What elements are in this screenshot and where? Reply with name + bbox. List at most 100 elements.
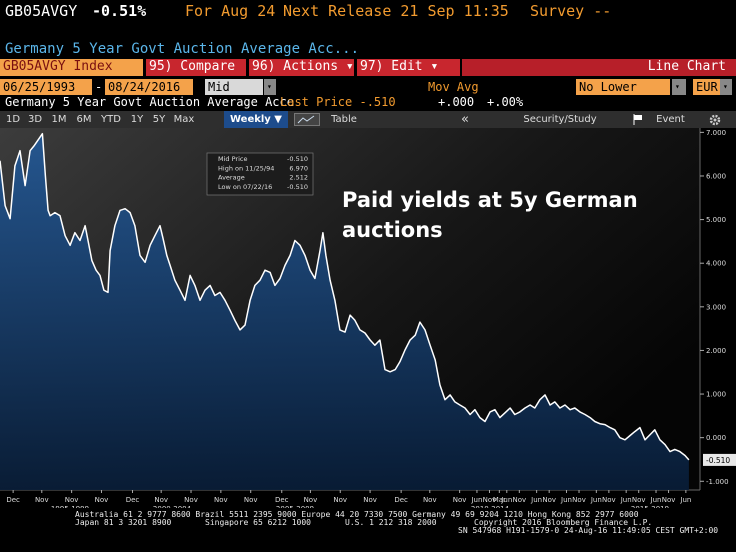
info-label: Average	[218, 174, 245, 182]
last-price-tag	[703, 453, 736, 466]
period-button[interactable]: 3D	[27, 114, 43, 125]
x-tick-label: Nov	[632, 496, 646, 504]
x-tick-label: Jun	[560, 496, 572, 504]
x-tick-label: Jun	[620, 496, 632, 504]
x-group-label: 2000-2004	[153, 505, 192, 508]
x-tick-label: Jun	[470, 496, 482, 504]
x-tick-label: Nov	[363, 496, 377, 504]
survey: Survey --	[530, 2, 612, 20]
footer-singapore: Singapore 65 6212 1000	[205, 518, 311, 527]
series-name: Germany 5 Year Govt Auction Average Acce	[5, 95, 294, 109]
end-date[interactable]: 08/24/2016	[105, 79, 193, 95]
lower-dropdown[interactable]: ▾	[672, 79, 686, 95]
mov-avg[interactable]: Mov Avg	[428, 80, 479, 94]
x-group-label: 1995-1999	[51, 505, 89, 508]
y-tick-label: 2.000	[706, 347, 726, 355]
control-bar	[0, 111, 736, 128]
start-date[interactable]: 06/25/1993	[0, 79, 92, 95]
x-tick-label: Dec	[275, 496, 289, 504]
period-button[interactable]: YTD	[101, 114, 121, 125]
x-tick-label: Jun	[679, 496, 691, 504]
period-button[interactable]: Max	[173, 114, 195, 125]
line	[0, 132, 690, 461]
mode-select[interactable]: Mid Line	[205, 79, 263, 110]
back-button[interactable]: «	[461, 112, 469, 127]
y-tick-label: 5.000	[706, 216, 726, 224]
footer-us: U.S. 1 212 318 2000	[345, 518, 437, 527]
view-label[interactable]: Line Chart	[462, 59, 736, 76]
x-tick-label: Dec	[394, 496, 408, 504]
x-tick-label: Nov	[35, 496, 49, 504]
security-study[interactable]: Security/Study	[523, 114, 597, 125]
x-tick-label: Nov	[483, 496, 497, 504]
x-tick-label: Jun	[650, 496, 662, 504]
info-label: Low on 07/22/16	[218, 183, 272, 191]
x-tick-label: Nov	[333, 496, 347, 504]
x-tick-label: Nov	[65, 496, 79, 504]
mode-dropdown[interactable]: ▾	[264, 79, 276, 95]
lower-chart[interactable]: No Lower Chart	[576, 79, 670, 110]
info-value: -0.510	[287, 155, 308, 163]
change: -0.51%	[92, 2, 147, 20]
x-tick-label: Jun	[530, 496, 542, 504]
info-value: 6.970	[289, 164, 308, 172]
y-tick-label: -1.000	[706, 478, 729, 486]
footer-copyright: Copyright 2016 Bloomberg Finance L.P.	[474, 518, 653, 527]
ticker: GB05AVGY	[5, 2, 78, 20]
x-tick-label: Nov	[453, 496, 467, 504]
actions-button[interactable]: 96) Actions ▾	[249, 59, 354, 76]
x-tick-label: Nov	[304, 496, 318, 504]
x-tick-label: Nov	[154, 496, 168, 504]
area-fill	[0, 133, 689, 490]
info-value: -0.510	[287, 183, 308, 191]
x-tick-label: Nov	[95, 496, 109, 504]
last-price: Last Price -.510	[280, 95, 396, 109]
x-tick-label: Nov	[572, 496, 586, 504]
x-tick-label: Jun	[590, 496, 602, 504]
table-button[interactable]: Table	[331, 114, 357, 125]
chart-icon[interactable]	[294, 113, 320, 126]
settings-icon[interactable]	[709, 114, 721, 126]
flag-icon	[633, 114, 642, 125]
description: Germany 5 Year Govt Auction Average Acc.…	[5, 41, 360, 57]
axis-background	[700, 128, 736, 490]
period-button[interactable]: 6M	[76, 114, 92, 125]
y-tick-label: 1.000	[706, 391, 726, 399]
y-tick-label: 7.000	[706, 129, 726, 137]
period-button[interactable]: 1D	[5, 114, 21, 125]
edit-button[interactable]: 97) Edit ▾	[357, 59, 460, 76]
info-value: 2.512	[289, 174, 308, 182]
period-button[interactable]: 5Y	[152, 114, 166, 125]
period-button[interactable]: 1Y	[130, 114, 144, 125]
x-tick-label: Mar	[493, 496, 506, 504]
x-group-label: 2015-2019	[631, 505, 669, 508]
info-label: High on 11/25/94	[218, 164, 274, 172]
next-release: Next Release 21 Sep 11:35	[283, 2, 509, 20]
period-button[interactable]: 1M	[51, 114, 67, 125]
y-tick-label: 0.000	[706, 434, 726, 442]
info-label: Mid Price	[218, 155, 247, 163]
x-tick-label: Dec	[6, 496, 20, 504]
x-tick-label: Nov	[244, 496, 258, 504]
event-button[interactable]: Event	[656, 114, 685, 125]
price-change: +.000	[438, 95, 475, 109]
x-tick-label: Nov	[662, 496, 676, 504]
x-group-label: 2005-2009	[276, 505, 314, 508]
y-tick-label: 6.000	[706, 172, 726, 180]
y-tick-label: 4.000	[706, 260, 726, 268]
currency[interactable]: EUR	[693, 79, 720, 95]
footer-line1: Australia 61 2 9777 8600 Brazil 5511 239…	[75, 510, 639, 519]
footer-line3: SN 547968 H191-1579-0 24-Aug-16 11:49:05…	[458, 526, 719, 535]
info-box: Mid Price -0.510 High on 11/25/94 6.970 Aver…	[206, 152, 314, 196]
x-group-label: 2010-2014	[471, 505, 510, 508]
frequency-select[interactable]: Weekly ▼	[224, 111, 288, 128]
last-price-label: -0.510	[706, 456, 730, 465]
footer-japan: Japan 81 3 3201 8900	[75, 518, 172, 527]
info-box-frame	[206, 152, 314, 196]
compare-button[interactable]: 95) Compare	[146, 59, 246, 76]
x-tick-label: Nov	[214, 496, 228, 504]
security-box[interactable]: GB05AVGY Index	[0, 59, 143, 76]
annotation: Paid yields at 5y German auctions	[342, 188, 638, 242]
currency-dropdown[interactable]: ▾	[720, 79, 732, 95]
